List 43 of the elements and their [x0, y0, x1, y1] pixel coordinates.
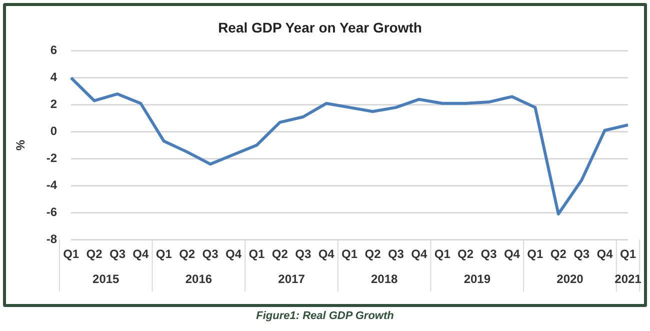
- x-tick-label: Q1: [527, 247, 544, 262]
- y-tick-label: -4: [46, 178, 58, 192]
- x-tick-label: Q2: [86, 247, 103, 262]
- y-axis-title: %: [14, 140, 28, 151]
- x-tick-label: Q3: [109, 247, 126, 262]
- x-tick-label: Q2: [550, 247, 567, 262]
- x-tick-label: Q3: [388, 247, 404, 262]
- text: 2019: [464, 272, 491, 286]
- y-tick-label: -8: [46, 232, 58, 246]
- x-tick-label: Q4: [411, 247, 428, 262]
- x-tick-label: Q4: [132, 247, 150, 262]
- y-tick-label: 4: [50, 70, 58, 84]
- x-tick-label: Q2: [458, 247, 474, 262]
- y-tick-label: -6: [46, 204, 58, 219]
- text: 2015: [92, 272, 120, 286]
- text: 2017: [278, 272, 306, 286]
- chart-title: Real GDP Year on Year Growth: [218, 19, 422, 36]
- x-tick-label: Q1: [63, 247, 80, 262]
- y-tick-label: 0: [50, 124, 58, 138]
- text: 2016: [185, 272, 212, 286]
- x-tick-label: Q1: [342, 247, 358, 262]
- x-tick-label: Q3: [202, 247, 219, 262]
- x-tick-label: Q2: [364, 247, 382, 262]
- caption: Figure1: Real GDP Growth: [255, 310, 395, 322]
- x-tick-label: Q1: [620, 247, 636, 262]
- x-tick-label: Q4: [504, 247, 520, 262]
- x-tick-label: Q4: [226, 247, 242, 262]
- x-tick-label: Q2: [272, 247, 288, 262]
- y-tick-label: 2: [50, 97, 58, 112]
- text: 2021: [614, 272, 642, 286]
- x-tick-label: Q1: [434, 247, 451, 262]
- x-tick-label: Q3: [574, 247, 590, 262]
- x-tick-label: Q2: [179, 247, 196, 262]
- x-tick-label: Q3: [295, 247, 312, 262]
- x-tick-label: Q4: [596, 247, 614, 262]
- y-tick-label: 6: [50, 43, 58, 58]
- x-tick-label: Q4: [318, 247, 335, 262]
- text: 2020: [556, 272, 584, 286]
- text: 2018: [370, 272, 398, 286]
- x-tick-label: Q1: [248, 247, 266, 262]
- x-tick-label: Q3: [480, 247, 498, 262]
- y-tick-label: -2: [46, 151, 58, 165]
- x-tick-label: Q1: [156, 247, 172, 262]
